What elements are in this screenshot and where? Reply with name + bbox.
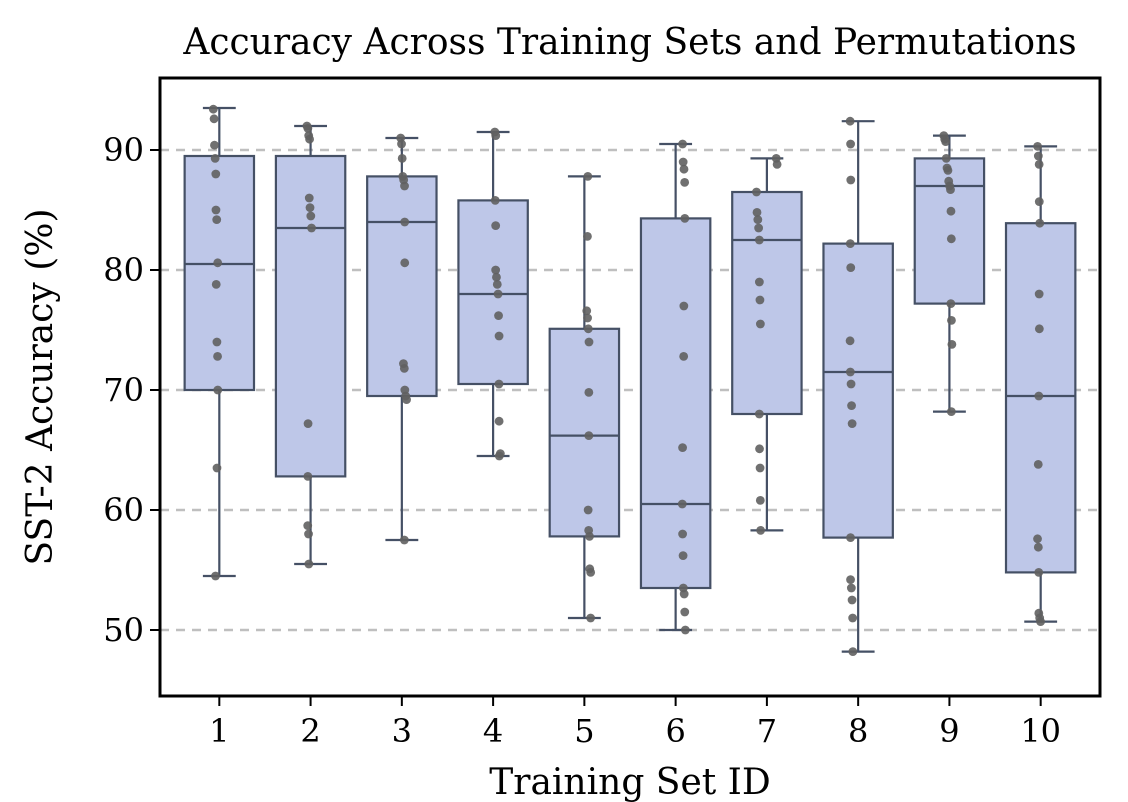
x-tick-label: 1 <box>209 712 229 750</box>
y-tick-label: 80 <box>103 251 144 289</box>
y-tick-label: 70 <box>103 371 144 409</box>
x-tick-label: 6 <box>665 712 685 750</box>
x-tick-label: 8 <box>848 712 868 750</box>
x-tick-label: 10 <box>1020 712 1061 750</box>
y-tick-label: 90 <box>103 131 144 169</box>
chart-container: 1 2 3 4 5 6 7 8 9 10 50 60 70 80 90 Accuracy Across Tra… <box>0 0 1128 802</box>
x-axis-label: Training Set ID <box>489 762 771 802</box>
chart-title: Accuracy Across Training Sets and Permut… <box>182 22 1076 63</box>
x-tick-label: 3 <box>392 712 412 750</box>
x-tick-label: 2 <box>300 712 320 750</box>
x-tick-label: 5 <box>574 712 594 750</box>
y-tick-label: 50 <box>103 611 144 649</box>
x-tick-label: 4 <box>483 712 503 750</box>
y-tick-label: 60 <box>103 491 144 529</box>
boxplot-chart: 1 2 3 4 5 6 7 8 9 10 50 60 70 80 90 Accuracy Across Tra… <box>0 0 1128 802</box>
x-tick-label: 7 <box>757 712 777 750</box>
x-tick-label: 9 <box>939 712 959 750</box>
y-axis-label: SST-2 Accuracy (%) <box>20 209 61 566</box>
